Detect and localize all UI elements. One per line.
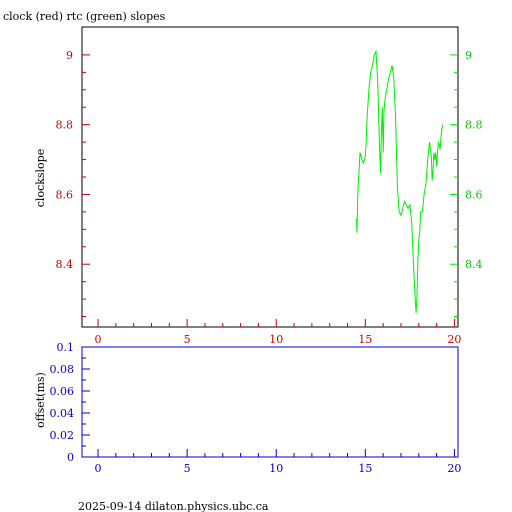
- top-x-tick-label: 0: [95, 333, 102, 346]
- bottom-y-axis-label: offset(ms): [34, 372, 47, 428]
- bottom-x-tick-label: 5: [184, 462, 191, 475]
- bottom-left-tick-label: 0.08: [50, 363, 75, 376]
- top-x-axis: 0 5 10 15 20: [95, 319, 461, 346]
- top-x-tick-label: 10: [269, 333, 283, 346]
- bottom-x-tick-label: 10: [269, 462, 283, 475]
- top-series-group: [355, 49, 444, 314]
- top-x-tick-label: 15: [358, 333, 372, 346]
- bottom-left-tick-label: 0.04: [50, 407, 75, 420]
- bottom-x-tick-label: 0: [95, 462, 102, 475]
- top-y-axis-label: clockslope: [34, 149, 47, 207]
- chart-title: clock (red) rtc (green) slopes: [3, 10, 166, 23]
- bottom-left-tick-label: 0.02: [50, 429, 75, 442]
- top-right-tick-label: 8.8: [465, 119, 483, 132]
- bottom-left-axis: 0 0.02 0.04 0.06 0.08 0.1: [50, 341, 90, 464]
- top-left-axis: 8.4 8.6 8.8 9: [56, 49, 90, 318]
- top-right-tick-label: 8.4: [465, 258, 483, 271]
- top-right-tick-label: 9: [465, 49, 472, 62]
- top-left-tick-label: 8.6: [56, 188, 74, 201]
- top-x-tick-label: 5: [184, 333, 191, 346]
- bottom-left-tick-label: 0.06: [50, 385, 75, 398]
- top-left-tick-label: 8.8: [56, 119, 74, 132]
- top-right-tick-label: 8.6: [465, 188, 483, 201]
- bottom-left-tick-label: 0.1: [57, 341, 75, 354]
- top-left-tick-label: 8.4: [56, 258, 74, 271]
- top-right-axis: 8.4 8.6 8.8 9: [450, 49, 483, 318]
- top-x-tick-label: 20: [447, 333, 461, 346]
- rtc-slope-series-line: [355, 49, 444, 314]
- bottom-x-tick-label: 20: [447, 462, 461, 475]
- footer-text: 2025-09-14 dilaton.physics.ubc.ca: [78, 500, 269, 512]
- bottom-x-tick-label: 15: [358, 462, 372, 475]
- bottom-left-tick-label: 0: [67, 451, 74, 464]
- bottom-x-axis: 0 5 10 15 20: [95, 449, 461, 475]
- top-left-tick-label: 9: [66, 49, 73, 62]
